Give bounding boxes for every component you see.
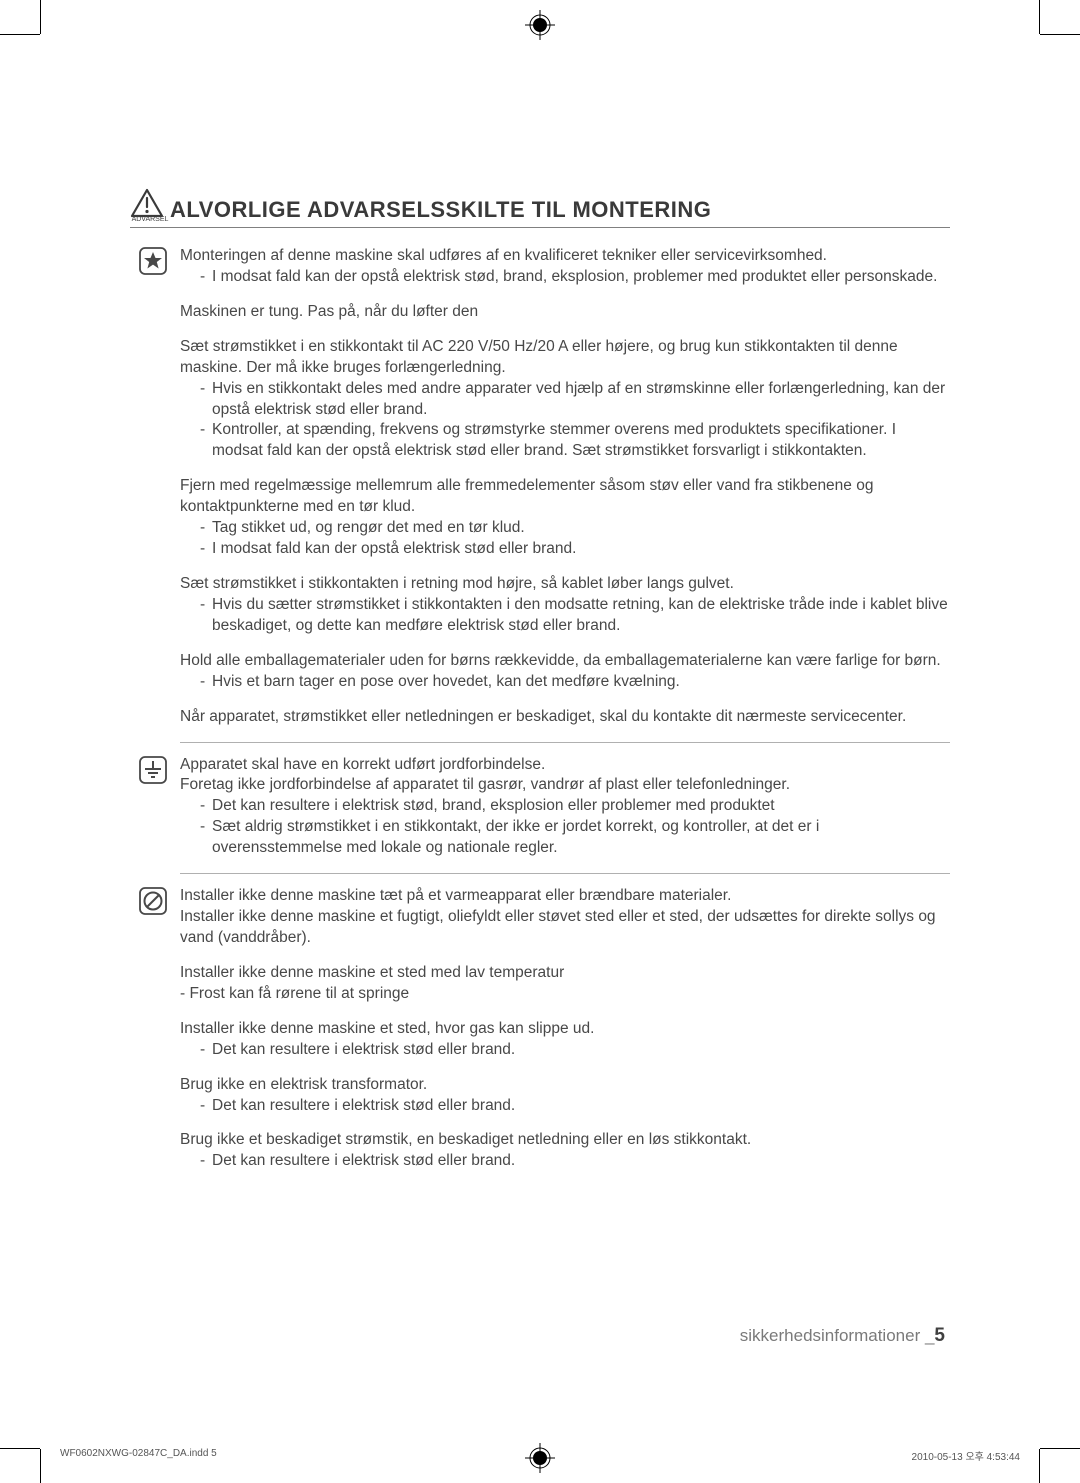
body-text: Fjern med regelmæssige mellemrum alle fr…	[180, 476, 950, 518]
page-content: ADVARSEL ALVORLIGE ADVARSELSSKILTE TIL M…	[130, 188, 950, 1186]
section-title: ALVORLIGE ADVARSELSSKILTE TIL MONTERING	[170, 197, 711, 223]
list-item: Det kan resultere i elektrisk stød, bran…	[200, 796, 950, 817]
paragraph: Maskinen er tung. Pas på, når du løfter …	[180, 302, 950, 323]
body-text: Brug ikke en elektrisk transformator.	[180, 1075, 950, 1096]
list-item: Det kan resultere i elektrisk stød eller…	[200, 1096, 950, 1117]
list-item: Tag stikket ud, og rengør det med en tør…	[200, 518, 950, 539]
paragraph: Apparatet skal have en korrekt udført jo…	[180, 755, 950, 860]
body-text: Installer ikke denne maskine tæt på et v…	[180, 886, 950, 907]
paragraph: Hold alle emballagematerialer uden for b…	[180, 651, 950, 693]
body-text: Installer ikke denne maskine et sted med…	[180, 963, 950, 984]
paragraph: Brug ikke et beskadiget strømstik, en be…	[180, 1130, 950, 1172]
registration-mark-icon	[525, 10, 555, 40]
prohibit-box-icon	[138, 886, 168, 916]
paragraph: Monteringen af denne maskine skal udføre…	[180, 246, 950, 288]
crop-mark	[40, 0, 41, 34]
footer-text: sikkerhedsinformationer _	[740, 1326, 935, 1345]
page-footer: sikkerhedsinformationer _5	[740, 1325, 945, 1347]
list-item: Hvis du sætter strømstikket i stikkontak…	[200, 595, 950, 637]
list-item: I modsat fald kan der opstå elektrisk st…	[200, 539, 950, 560]
body-text: Sæt strømstikket i stikkontakten i retni…	[180, 574, 950, 595]
paragraph: Installer ikke denne maskine et sted med…	[180, 963, 950, 1005]
page-number: 5	[934, 1325, 945, 1346]
divider	[180, 873, 950, 874]
paragraph: Installer ikke denne maskine tæt på et v…	[180, 886, 950, 949]
paragraph: Fjern med regelmæssige mellemrum alle fr…	[180, 476, 950, 560]
list-item: Det kan resultere i elektrisk stød eller…	[200, 1040, 950, 1061]
print-timestamp: 2010-05-13 오후 4:53:44	[912, 1448, 1020, 1463]
body-text: Monteringen af denne maskine skal udføre…	[180, 246, 950, 267]
paragraph: Når apparatet, strømstikket eller netled…	[180, 707, 950, 728]
body-text: Installer ikke denne maskine et fugtigt,…	[180, 907, 950, 949]
body-text: Foretag ikke jordforbindelse af apparate…	[180, 775, 950, 796]
warning-triangle-icon: ADVARSEL	[130, 188, 170, 223]
print-file: WF0602NXWG-02847C_DA.indd 5	[60, 1448, 217, 1463]
content-body: Monteringen af denne maskine skal udføre…	[130, 246, 950, 1172]
print-footer: WF0602NXWG-02847C_DA.indd 5 2010-05-13 오…	[60, 1448, 1020, 1463]
list-item: Kontroller, at spænding, frekvens og str…	[200, 420, 950, 462]
body-text: Maskinen er tung. Pas på, når du løfter …	[180, 302, 950, 323]
star-box-icon	[138, 246, 168, 276]
body-text: Når apparatet, strømstikket eller netled…	[180, 707, 950, 728]
paragraph: Sæt strømstikket i en stikkontakt til AC…	[180, 337, 950, 463]
body-text: Apparatet skal have en korrekt udført jo…	[180, 755, 950, 776]
list-item: I modsat fald kan der opstå elektrisk st…	[200, 267, 950, 288]
ground-box-icon	[138, 755, 168, 785]
list-item: Sæt aldrig strømstikket i en stikkontakt…	[200, 817, 950, 859]
paragraph: Brug ikke en elektrisk transformator. De…	[180, 1075, 950, 1117]
body-text: Brug ikke et beskadiget strømstik, en be…	[180, 1130, 950, 1151]
divider	[180, 742, 950, 743]
crop-mark	[1039, 0, 1040, 34]
section-header: ADVARSEL ALVORLIGE ADVARSELSSKILTE TIL M…	[130, 188, 950, 228]
crop-mark	[0, 1448, 40, 1449]
list-item: Det kan resultere i elektrisk stød eller…	[200, 1151, 950, 1172]
body-text: Installer ikke denne maskine et sted, hv…	[180, 1019, 950, 1040]
crop-mark	[1039, 1449, 1040, 1483]
crop-mark	[40, 1449, 41, 1483]
advarsel-label: ADVARSEL	[132, 216, 169, 223]
crop-mark	[1040, 1448, 1080, 1449]
list-item: Hvis en stikkontakt deles med andre appa…	[200, 379, 950, 421]
crop-mark	[0, 34, 40, 35]
list-item: Hvis et barn tager en pose over hovedet,…	[200, 672, 950, 693]
paragraph: Installer ikke denne maskine et sted, hv…	[180, 1019, 950, 1061]
crop-mark	[1040, 34, 1080, 35]
body-text: Sæt strømstikket i en stikkontakt til AC…	[180, 337, 950, 379]
body-text: - Frost kan få rørene til at springe	[180, 984, 950, 1005]
body-text: Hold alle emballagematerialer uden for b…	[180, 651, 950, 672]
paragraph: Sæt strømstikket i stikkontakten i retni…	[180, 574, 950, 637]
